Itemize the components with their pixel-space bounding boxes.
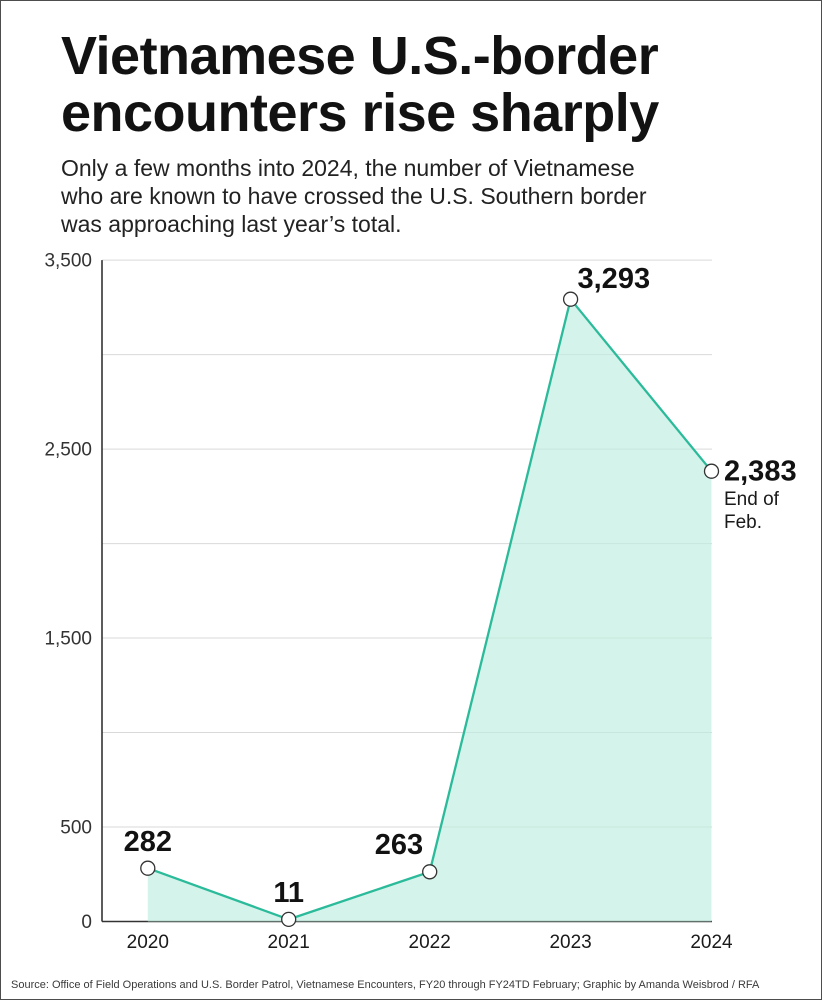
svg-text:2022: 2022: [409, 932, 451, 953]
svg-text:0: 0: [81, 912, 92, 933]
svg-text:11: 11: [273, 877, 304, 909]
svg-text:2023: 2023: [549, 932, 591, 953]
svg-text:2021: 2021: [268, 932, 310, 953]
svg-text:2020: 2020: [127, 932, 169, 953]
svg-text:3,500: 3,500: [44, 251, 92, 272]
svg-text:500: 500: [60, 818, 92, 839]
svg-text:Feb.: Feb.: [724, 512, 762, 533]
svg-text:End of: End of: [724, 489, 780, 510]
svg-text:282: 282: [124, 826, 172, 858]
svg-text:2024: 2024: [690, 932, 733, 953]
svg-text:1,500: 1,500: [44, 629, 92, 650]
svg-text:2,500: 2,500: [44, 440, 92, 461]
svg-text:3,293: 3,293: [578, 263, 651, 295]
svg-text:263: 263: [375, 829, 423, 861]
svg-text:2,383: 2,383: [724, 456, 797, 488]
